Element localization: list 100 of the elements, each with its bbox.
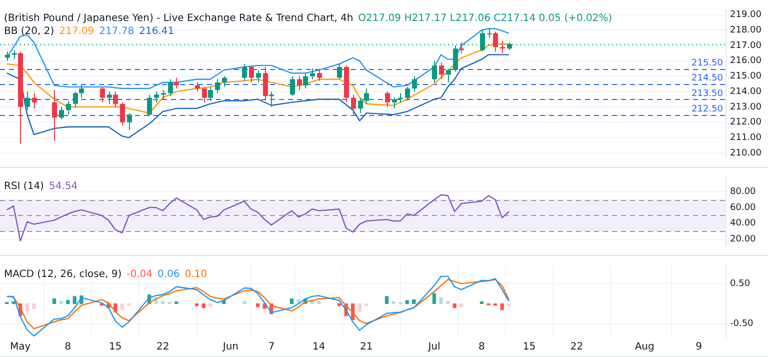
x-tick-label: 7 xyxy=(268,342,275,353)
y-tick-label: 218.00 xyxy=(730,25,762,36)
bar xyxy=(32,303,36,309)
candlestick xyxy=(12,50,17,60)
series-label: 0.06 xyxy=(157,268,180,280)
y-tick-label: 211.00 xyxy=(730,132,762,143)
candlestick xyxy=(66,100,71,116)
bar xyxy=(384,296,389,304)
y-tick-label: 212.00 xyxy=(730,118,762,128)
x-tick-label: Jun xyxy=(222,342,239,353)
candlestick xyxy=(412,76,417,92)
bar xyxy=(460,303,464,308)
bar xyxy=(412,299,416,304)
candlestick xyxy=(5,51,10,62)
chart-title: MACD (12, 26, close, 9) xyxy=(4,268,122,280)
bar xyxy=(66,300,70,304)
candlestick xyxy=(459,42,464,54)
series-label: 54.54 xyxy=(48,180,78,192)
bar xyxy=(25,303,29,312)
candlestick xyxy=(439,62,444,80)
candlestick xyxy=(73,91,78,108)
bar xyxy=(59,300,63,304)
candlestick xyxy=(249,64,254,83)
candlestick xyxy=(161,90,166,100)
y-tick-label: 40.00 xyxy=(730,218,756,229)
candlestick xyxy=(351,94,356,116)
series-label: 0.10 xyxy=(184,268,208,280)
bar xyxy=(290,298,294,304)
bar xyxy=(405,300,409,304)
candlestick xyxy=(120,102,125,126)
legend-title: BB (20, 2) xyxy=(4,26,54,37)
candlestick xyxy=(297,76,302,91)
candlestick xyxy=(358,97,363,114)
candlestick xyxy=(147,94,152,117)
candlestick xyxy=(202,86,207,103)
candlestick xyxy=(208,86,213,102)
candlestick xyxy=(385,91,390,108)
bar xyxy=(446,300,450,304)
x-tick-label: Aug xyxy=(634,342,654,353)
ref-line-label: 212.50 xyxy=(692,104,724,114)
chart-subtitle: O217.09 H217.17 L217.06 C217.14 0.05 (+0.02%) xyxy=(358,12,612,24)
candlestick xyxy=(100,86,105,103)
y-tick-label: 0.50 xyxy=(730,278,750,289)
x-tick-label: 22 xyxy=(570,342,584,353)
candlestick xyxy=(52,90,57,142)
candlestick xyxy=(113,91,118,108)
candlestick xyxy=(25,91,30,110)
bar xyxy=(358,303,362,312)
series-label: -0.04 xyxy=(126,268,152,280)
text: 217.09 xyxy=(59,26,94,37)
bar xyxy=(439,297,443,304)
y-tick-label: 80.00 xyxy=(730,187,756,198)
candlestick xyxy=(59,106,64,120)
candlestick xyxy=(215,78,220,94)
candlestick xyxy=(79,83,84,98)
y-tick-label: 214.00 xyxy=(730,86,762,97)
bar xyxy=(208,303,212,306)
bar xyxy=(72,296,76,304)
candlestick xyxy=(500,40,505,54)
bar xyxy=(392,301,396,304)
candlestick xyxy=(398,92,403,103)
bar xyxy=(500,303,504,310)
x-tick-label: 15 xyxy=(108,342,122,353)
x-tick-label: 15 xyxy=(522,342,536,353)
bar xyxy=(364,303,368,306)
bar xyxy=(256,303,260,308)
candlestick xyxy=(405,86,410,102)
text: 217.78 xyxy=(99,26,134,37)
candlestick xyxy=(453,44,458,72)
y-tick-label: 210.00 xyxy=(730,148,762,158)
candlestick xyxy=(480,30,485,52)
y-tick-label: 215.00 xyxy=(730,72,762,82)
candlestick xyxy=(493,31,498,52)
x-tick-label: 8 xyxy=(478,342,485,353)
bar xyxy=(242,300,246,304)
x-tick-label: Jul xyxy=(427,342,440,353)
bar xyxy=(480,301,484,304)
x-tick-label: 8 xyxy=(64,342,72,353)
candlestick xyxy=(290,76,295,97)
candlestick xyxy=(154,91,159,103)
ref-line-label: 214.50 xyxy=(692,74,724,84)
y-tick-label: 213.00 xyxy=(730,102,762,112)
candlestick xyxy=(168,78,173,97)
candlestick xyxy=(337,63,342,80)
y-tick-label: 216.00 xyxy=(730,56,762,66)
candlestick xyxy=(107,91,112,104)
candlestick xyxy=(432,60,437,83)
x-tick-label: 22 xyxy=(156,342,170,353)
chart-title: RSI (14) xyxy=(4,180,44,192)
bar xyxy=(161,300,165,304)
y-tick-label: -0.50 xyxy=(730,319,754,330)
x-tick-label: 14 xyxy=(312,342,326,353)
bar xyxy=(337,303,342,306)
ref-line-label: 213.50 xyxy=(692,89,724,100)
bar xyxy=(52,298,56,304)
candlestick xyxy=(32,92,37,109)
y-tick-label: 60.00 xyxy=(730,202,756,213)
text: 216.41 xyxy=(139,26,174,37)
ref-line-label: 215.50 xyxy=(692,58,724,68)
candlestick xyxy=(446,68,451,83)
